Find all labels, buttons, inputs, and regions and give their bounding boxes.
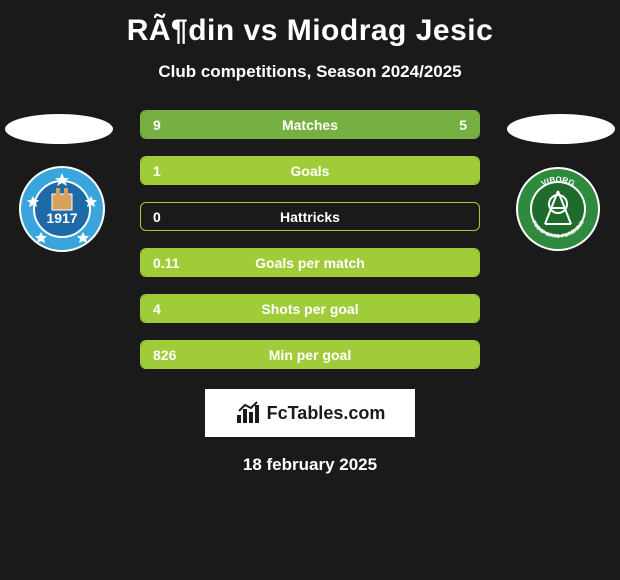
left-ellipse [5, 114, 113, 144]
right-crest: VIBORG FODSPORTS FORENING [515, 166, 601, 252]
stat-row: 1Goals [140, 156, 480, 185]
stat-label: Shots per goal [141, 301, 479, 317]
stat-label: Goals [141, 163, 479, 179]
stats-column: 95Matches 1Goals 0Hattricks 0.11Goals per m… [140, 110, 480, 369]
stat-row: 95Matches [140, 110, 480, 139]
stat-label: Goals per match [141, 255, 479, 271]
left-side: 1917 [2, 110, 122, 252]
comparison-row: 1917 95Matches 1Goals 0Hattricks 0.11Goals … [0, 110, 620, 369]
stat-row: 0Hattricks [140, 202, 480, 231]
right-ellipse [507, 114, 615, 144]
date-label: 18 february 2025 [243, 455, 377, 475]
subtitle: Club competitions, Season 2024/2025 [158, 62, 461, 82]
right-side: VIBORG FODSPORTS FORENING [498, 110, 618, 252]
crest-left-year: 1917 [46, 210, 77, 226]
stat-label: Hattricks [141, 209, 479, 225]
stat-row: 0.11Goals per match [140, 248, 480, 277]
stat-label: Matches [141, 117, 479, 133]
left-crest: 1917 [19, 166, 105, 252]
crest-left-svg: 1917 [19, 166, 105, 252]
logo-chart-icon [235, 401, 261, 425]
page-title: RÃ¶din vs Miodrag Jesic [127, 14, 494, 48]
logo-text: FcTables.com [267, 403, 386, 424]
stat-label: Min per goal [141, 347, 479, 363]
stat-row: 4Shots per goal [140, 294, 480, 323]
fctables-logo[interactable]: FcTables.com [205, 389, 415, 437]
stat-row: 826Min per goal [140, 340, 480, 369]
crest-right-svg: VIBORG FODSPORTS FORENING [515, 166, 601, 252]
